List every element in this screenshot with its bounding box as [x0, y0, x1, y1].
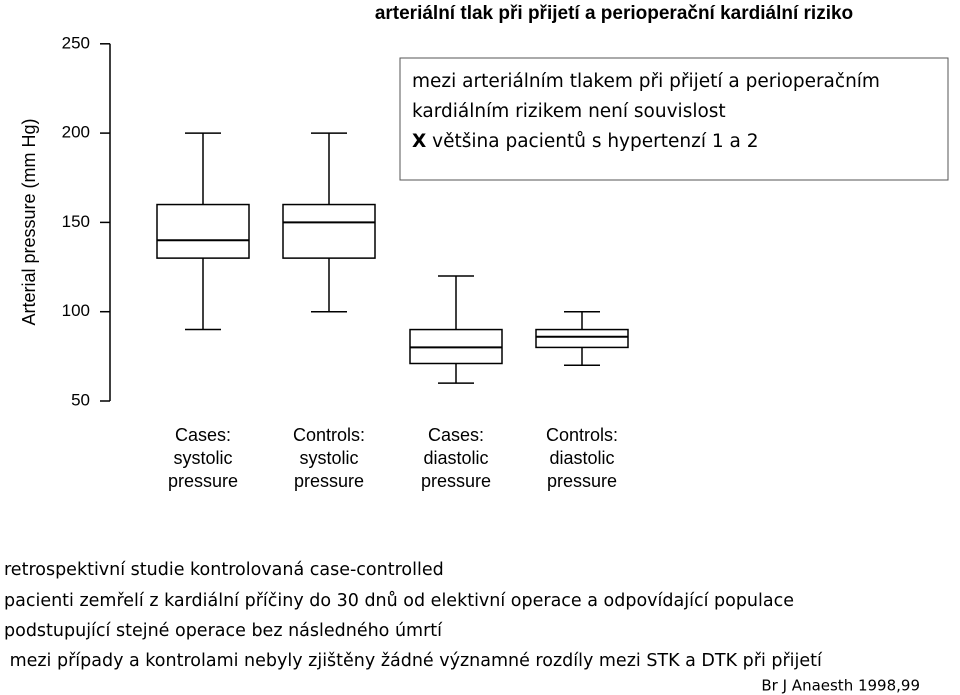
x-tick-label: Cases:	[175, 425, 231, 445]
annotation-line: kardiálním rizikem není souvislost	[412, 101, 726, 122]
annotation-box	[399, 57, 949, 181]
y-tick-label: 100	[62, 301, 90, 320]
x-tick-label: pressure	[294, 471, 364, 491]
annotation-mark: X	[412, 131, 426, 152]
y-axis-label: Arterial pressure (mm Hg)	[19, 118, 39, 325]
x-tick-label: diastolic	[549, 448, 614, 468]
x-tick-label: pressure	[168, 471, 238, 491]
annotation-line: X většina pacientů s hypertenzí 1 a 2	[412, 131, 758, 152]
annotation-tail: většina pacientů s hypertenzí 1 a 2	[432, 131, 758, 152]
note-line: mezi případy a kontrolami nebyly zjištěn…	[4, 651, 823, 671]
y-tick-label: 200	[62, 123, 90, 142]
box	[156, 203, 250, 259]
citation: Br J Anaesth 1998,99	[761, 677, 920, 695]
x-tick-label: pressure	[421, 471, 491, 491]
x-tick-label: systolic	[173, 448, 232, 468]
annotation-line: mezi arteriálním tlakem při přijetí a pe…	[412, 71, 880, 92]
box	[282, 203, 376, 259]
note-line: pacienti zemřelí z kardiální příčiny do …	[4, 591, 794, 611]
x-tick-label: Cases:	[428, 425, 484, 445]
box	[535, 328, 629, 349]
note-line: podstupující stejné operace bez následné…	[4, 621, 443, 641]
chart-title: arteriální tlak při přijetí a perioperač…	[375, 3, 853, 24]
x-tick-label: systolic	[299, 448, 358, 468]
x-tick-label: Controls:	[546, 425, 618, 445]
y-tick-label: 50	[71, 390, 90, 409]
y-tick-label: 250	[62, 33, 90, 52]
x-tick-label: Controls:	[293, 425, 365, 445]
y-tick-label: 150	[62, 212, 90, 231]
x-tick-label: pressure	[547, 471, 617, 491]
x-tick-label: diastolic	[423, 448, 488, 468]
note-line: retrospektivní studie kontrolovaná case-…	[4, 560, 444, 580]
